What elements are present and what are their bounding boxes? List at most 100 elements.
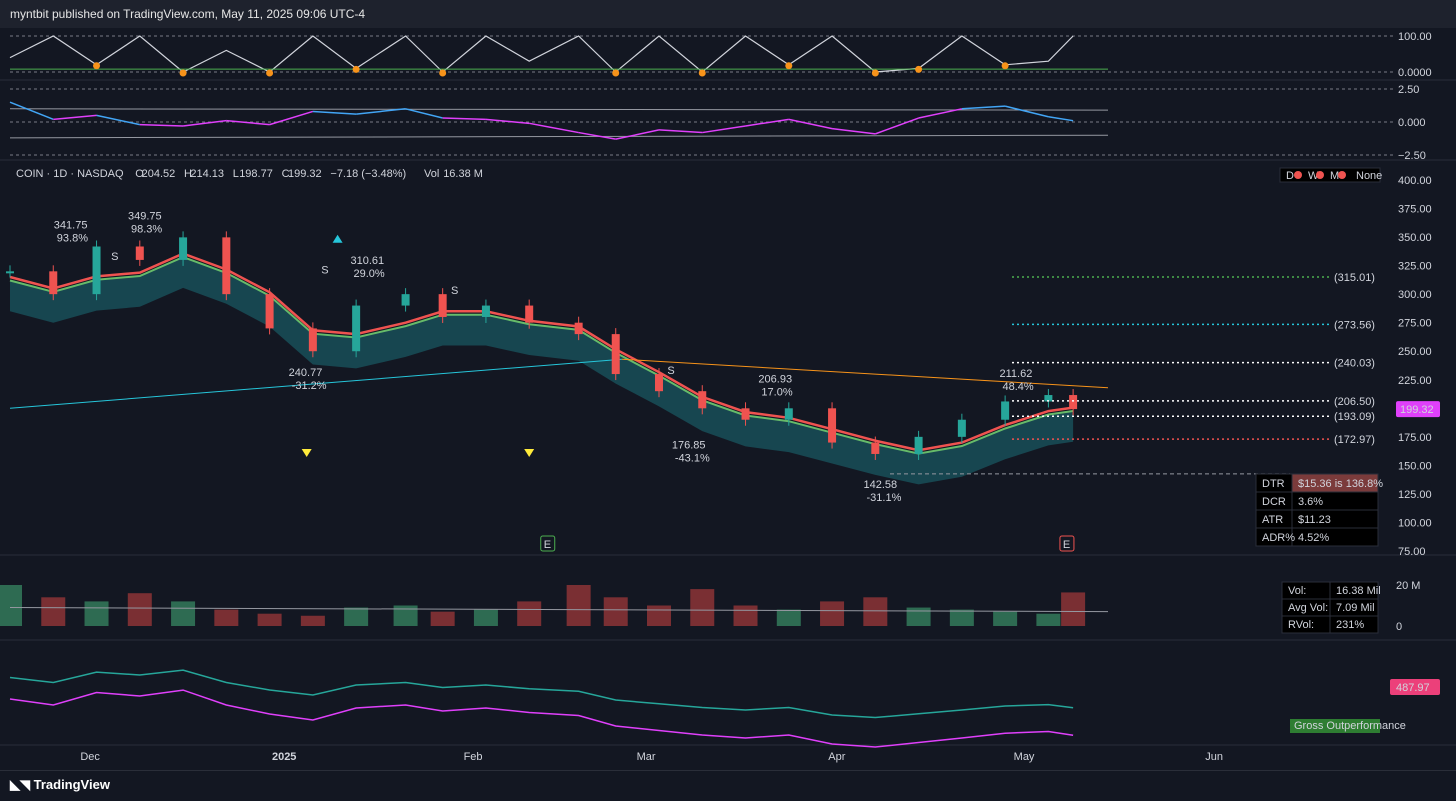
sell-signal-letter: S — [451, 285, 458, 297]
vol-key: Avg Vol: — [1288, 602, 1328, 614]
volume-bar — [171, 601, 196, 626]
volume-bar — [0, 585, 22, 626]
legend-vol-label: Vol — [424, 168, 439, 180]
stats-value-cell — [1291, 527, 1379, 547]
osc2-series-segment — [1048, 115, 1074, 122]
mtf-status-dot — [1316, 171, 1324, 179]
stats-value: 4.52% — [1298, 532, 1329, 544]
osc1-dot — [266, 69, 274, 77]
mtf-legend-box — [1279, 167, 1381, 183]
osc1-series-line — [9, 35, 1074, 73]
price-tick-label: 350.00 — [1398, 232, 1432, 244]
candle-body — [525, 305, 534, 323]
mtf-status-dot — [1338, 171, 1346, 179]
candle-body — [741, 408, 750, 420]
vol-key: Vol: — [1288, 585, 1306, 597]
x-axis-label: Dec — [80, 751, 100, 763]
volume-bar — [603, 597, 628, 626]
volume-bar — [993, 611, 1018, 626]
osc1-dot — [612, 69, 620, 77]
candle-body — [914, 436, 923, 454]
candle-body — [401, 294, 410, 306]
osc2-series-segment — [139, 123, 184, 127]
brand-name: TradingView — [33, 777, 110, 792]
ema-slow-line — [9, 256, 1074, 455]
pivot-price-label: 176.85 — [672, 440, 706, 452]
pivot-price-label: 341.75 — [54, 219, 88, 231]
osc1-dot — [871, 69, 879, 77]
mtf-none-label: None — [1356, 170, 1382, 182]
osc2-series-segment — [442, 117, 486, 121]
stats-key: ATR — [1262, 514, 1283, 526]
level-label: (273.56) — [1334, 319, 1375, 331]
osc2-series-segment — [745, 118, 789, 127]
osc2-lower-band — [9, 134, 1109, 139]
pivot-pct-label: 93.8% — [57, 232, 88, 244]
osc1-tick-label: 0.0000 — [1398, 67, 1432, 79]
earnings-letter: E — [544, 539, 551, 551]
candle-body — [957, 419, 966, 437]
candle-body — [1069, 395, 1078, 410]
volume-bar — [776, 609, 801, 626]
pivot-price-label: 211.62 — [999, 368, 1032, 380]
candle-body — [438, 294, 447, 317]
candle-body — [222, 237, 231, 295]
candle-body — [265, 294, 274, 329]
candle-body — [481, 305, 490, 317]
down-triangle-icon — [301, 448, 312, 457]
logo-icon: ◣◥ — [10, 777, 34, 792]
legend-symbol: COIN · 1D · NASDAQ — [16, 168, 124, 180]
osc1-dot — [785, 62, 793, 70]
osc2-series-segment — [269, 110, 314, 126]
volume-bar — [393, 605, 418, 626]
osc1-dot — [93, 62, 101, 70]
volume-bar — [566, 585, 591, 626]
tradingview-logo[interactable]: ◣◥ TradingView — [10, 777, 110, 793]
osc2-series-segment — [702, 125, 746, 134]
x-axis-label: 2025 — [272, 751, 296, 763]
pivot-pct-label: -31.1% — [867, 492, 902, 504]
ema-fast-line — [9, 252, 1074, 452]
pivot-pct-label: 98.3% — [131, 223, 162, 235]
osc2-series-segment — [226, 119, 270, 126]
osc2-series-segment — [485, 118, 530, 125]
osc2-series-segment — [831, 127, 876, 135]
candle-body — [784, 408, 793, 420]
candle-body — [179, 237, 188, 260]
vol-key: RVol: — [1288, 619, 1314, 631]
osc1-dot — [439, 69, 447, 77]
legend-c-value: 199.32 — [288, 168, 322, 180]
osc2-series-segment — [578, 131, 616, 140]
earnings-icon[interactable] — [540, 535, 556, 552]
price-tick-label: 150.00 — [1398, 460, 1432, 472]
osc1-dot — [179, 69, 187, 77]
candle-body — [1001, 401, 1010, 420]
volume-bar — [127, 593, 152, 626]
legend-o-label: O — [135, 168, 144, 180]
osc2-series-segment — [658, 129, 703, 134]
mtf-label: M — [1330, 170, 1339, 182]
osc2-upper-band — [9, 108, 1109, 111]
price-tick-label: 275.00 — [1398, 318, 1432, 330]
volume-bar — [690, 589, 715, 626]
osc1-dot — [352, 65, 360, 73]
legend-l-label: L — [233, 168, 239, 180]
osc2-series-segment — [788, 118, 833, 130]
price-tick-label: 300.00 — [1398, 289, 1432, 301]
rs-badge-box — [1290, 719, 1380, 733]
candle-body — [49, 271, 58, 295]
pivot-price-label: 349.75 — [128, 210, 162, 222]
stats-value: $15.36 is 136.8% — [1298, 478, 1383, 490]
level-label: (172.97) — [1334, 434, 1375, 446]
sell-signal-letter: S — [111, 251, 118, 263]
volume-bar — [214, 609, 239, 626]
price-tick-label: 325.00 — [1398, 261, 1432, 273]
candle-body — [698, 391, 707, 409]
volume-bar — [1061, 592, 1086, 626]
chart-canvas[interactable]: 100.00 0.0000 2.50 0.000 −2.50 400.00 375.00 35… — [0, 0, 1456, 770]
earnings-icon[interactable] — [1059, 535, 1075, 552]
osc2-series-segment — [53, 114, 97, 121]
vol-tick-label: 0 — [1396, 621, 1402, 633]
rs-value-badge — [1390, 679, 1440, 695]
last-price-label: 199.32 — [1400, 404, 1434, 416]
